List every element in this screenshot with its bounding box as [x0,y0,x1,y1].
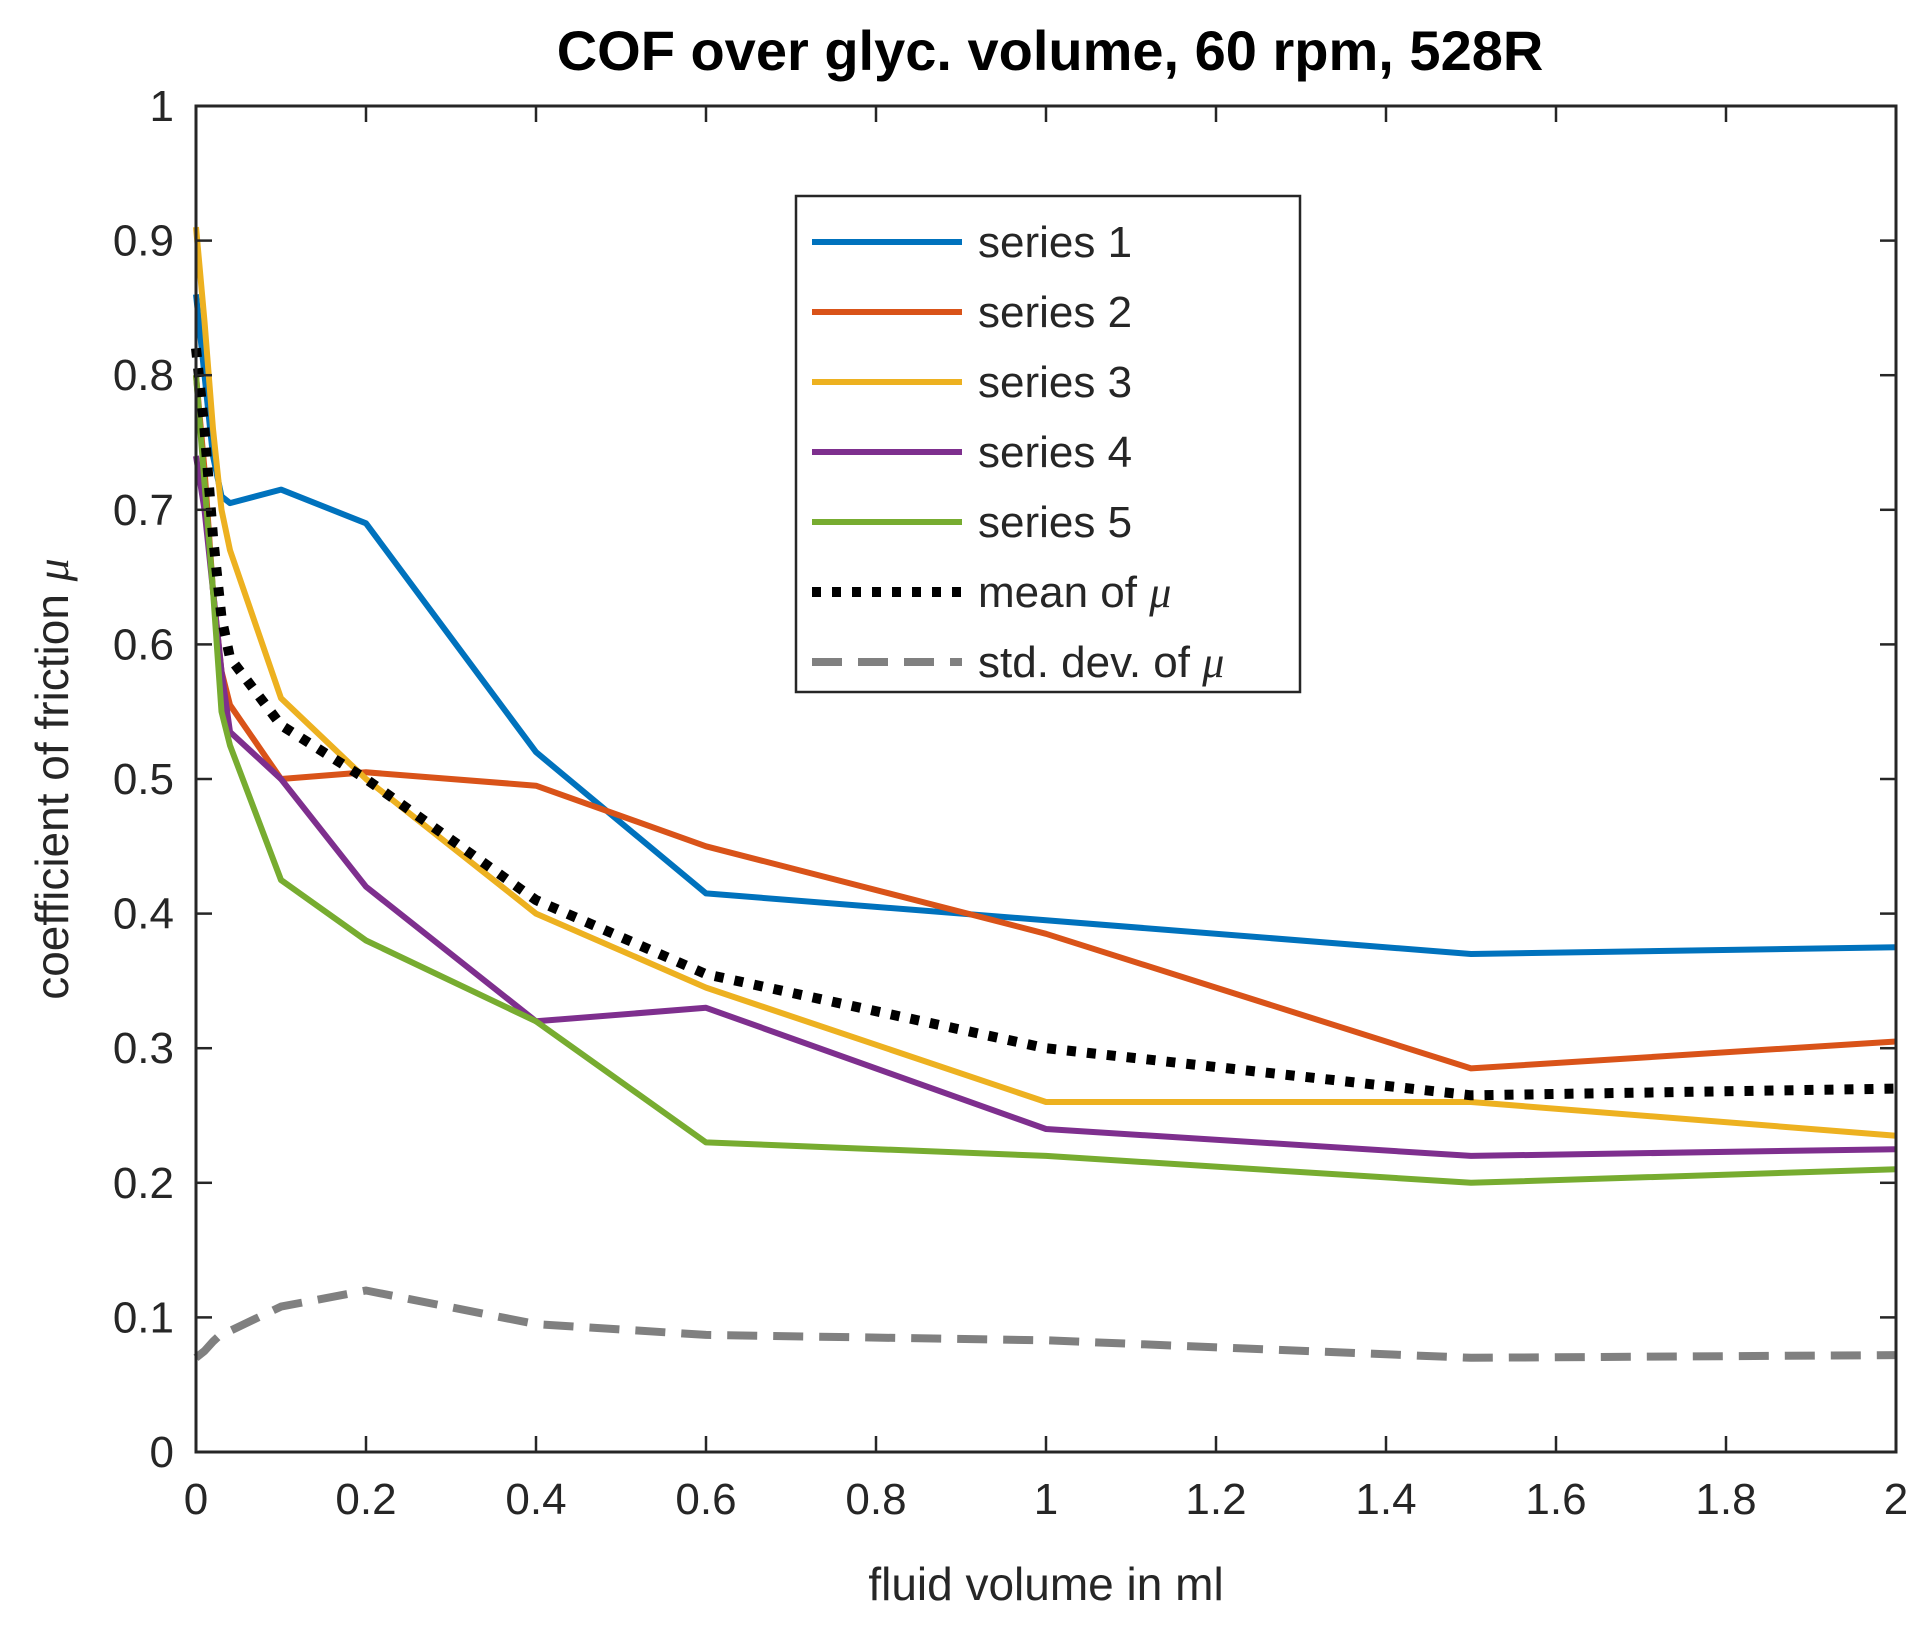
plot-area: 0 0.2 0.4 0.6 0.8 1 1.2 1.4 1.6 1.8 2 0 0.1 0.2 0.3 0.4… [113,82,1908,1524]
x-tick-label: 1.8 [1695,1475,1756,1524]
y-tick-label: 0.1 [113,1293,174,1342]
legend-label-series-4: series 4 [978,428,1132,477]
legend-label-std-dev-of: std. dev. of μ [978,638,1224,687]
y-axis-label: coefficient of friction μ [26,558,78,1000]
y-tick-label: 1 [150,82,174,131]
series-line-std-dev-of [193,1286,1897,1362]
x-tick-label: 1 [1034,1475,1058,1524]
ticks-layer: 0 0.2 0.4 0.6 0.8 1 1.2 1.4 1.6 1.8 2 0 0.1 0.2 0.3 0.4… [113,82,1908,1524]
x-tick-label: 0.6 [675,1475,736,1524]
legend-label-series-2: series 2 [978,288,1132,337]
legend-entries: series 1 series 2 series 3 series 4 series 5… [812,218,1224,687]
y-tick-label: 0.2 [113,1159,174,1208]
x-tick-label: 0.8 [845,1475,906,1524]
y-tick-label: 0 [150,1428,174,1477]
x-tick-label: 0.2 [335,1475,396,1524]
legend-label-series-1: series 1 [978,218,1132,267]
y-tick-label: 0.4 [113,890,174,939]
x-tick-label: 2 [1884,1475,1908,1524]
x-tick-label: 1.2 [1185,1475,1246,1524]
legend-label-series-5: series 5 [978,498,1132,547]
y-tick-label: 0.7 [113,486,174,535]
y-tick-label: 0.5 [113,755,174,804]
series-layer [191,226,1897,1362]
y-tick-label: 0.3 [113,1024,174,1073]
legend-label-series-3: series 3 [978,358,1132,407]
x-tick-label: 1.4 [1355,1475,1416,1524]
series-line-series-3 [193,226,1897,1139]
x-tick-label: 0.4 [505,1475,566,1524]
chart-title: COF over glyc. volume, 60 rpm, 528R [557,19,1544,82]
y-tick-label: 0.9 [113,217,174,266]
series-line-mean-of [191,347,1897,1101]
legend-box [794,194,1302,694]
x-tick-label: 1.6 [1525,1475,1586,1524]
x-axis-label: fluid volume in ml [868,1558,1223,1610]
legend: series 1 series 2 series 3 series 4 series 5… [794,194,1302,694]
y-tick-label: 0.6 [113,620,174,669]
y-tick-label: 0.8 [113,351,174,400]
legend-label-mean-of: mean of μ [978,568,1171,617]
series-line-series-5 [193,374,1897,1186]
x-tick-label: 0 [184,1475,208,1524]
